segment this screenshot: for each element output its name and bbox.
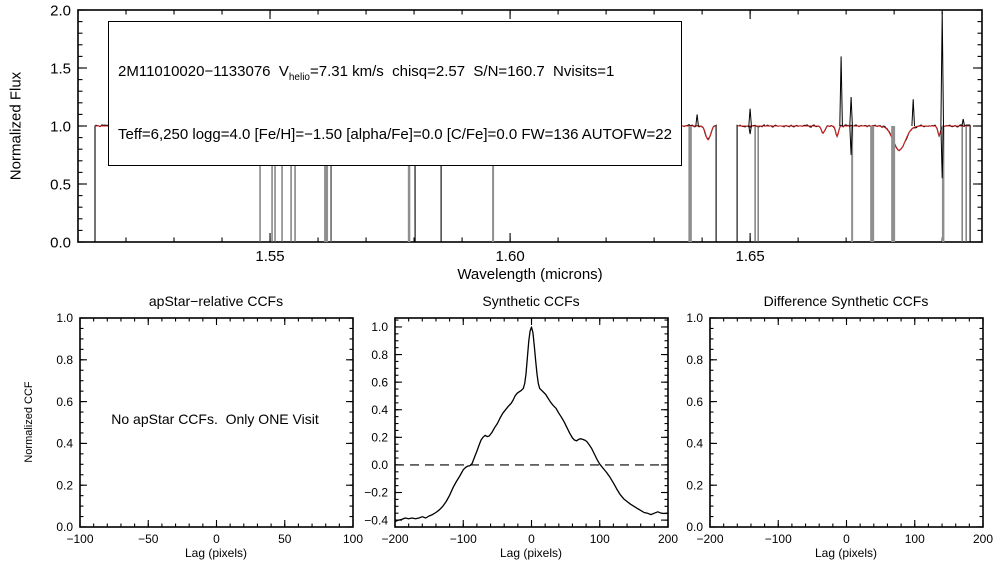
synthetic-ccf-traces xyxy=(394,326,669,523)
y-tick-label: 2.0 xyxy=(50,2,71,19)
y-tick-label: 0.8 xyxy=(686,353,703,367)
y-tick-label: 1.0 xyxy=(50,118,71,135)
x-tick-label: −200 xyxy=(696,532,723,546)
x-tick-label: 200 xyxy=(973,532,993,546)
x-tick-label: 1.60 xyxy=(495,248,524,265)
x-tick-label: −200 xyxy=(381,532,408,546)
emission-spike xyxy=(695,114,699,127)
apvisit-spectrum-axes: 1.55 1.60 1.65 0.0 0.5 1.0 1.5 2.0 xyxy=(50,2,983,265)
emission-spike xyxy=(849,96,853,127)
y-tick-label: 0.2 xyxy=(371,431,388,445)
y-tick-label: 0.6 xyxy=(371,375,388,389)
x-tick-label: 0 xyxy=(213,532,220,546)
absorption-spike xyxy=(940,125,944,179)
y-tick-label: 0.8 xyxy=(56,353,73,367)
apstar-ccf-panel-title: apStar−relative CCFs xyxy=(148,293,284,309)
x-tick-label: −50 xyxy=(138,532,159,546)
x-tick-label: 100 xyxy=(590,532,610,546)
vhelio-subscript: helio xyxy=(288,72,310,83)
x-tick-label: 50 xyxy=(278,532,292,546)
x-tick-label: 100 xyxy=(905,532,925,546)
apstar-ccf-x-axis-label: Lag (pixels) xyxy=(184,546,248,560)
y-tick-label: 0.2 xyxy=(56,478,73,492)
y-tick-label: 0.6 xyxy=(56,395,73,409)
x-tick-label: 1.55 xyxy=(255,248,284,265)
difference-ccf-panel-title: Difference Synthetic CCFs xyxy=(763,293,929,309)
y-tick-label: 0.0 xyxy=(686,520,703,534)
y-tick-label: 0.0 xyxy=(371,458,388,472)
y-tick-label: 0.0 xyxy=(50,234,71,251)
x-tick-label: 0 xyxy=(528,532,535,546)
difference-ccf-x-axis-label: Lag (pixels) xyxy=(814,546,878,560)
y-tick-label: 0.4 xyxy=(56,437,73,451)
no-apstar-ccf-message: No apStar CCFs. Only ONE Visit xyxy=(111,411,319,427)
spectrum-x-axis-label: Wavelength (microns) xyxy=(457,266,603,283)
y-tick-label: 0.0 xyxy=(56,520,73,534)
emission-spike xyxy=(940,12,944,127)
y-tick-label: 0.4 xyxy=(686,437,703,451)
emission-spike xyxy=(839,56,843,127)
y-tick-label: 0.4 xyxy=(371,403,388,417)
apstar-relative-ccf-axes: −100 −50 0 50 100 0.0 0.2 0.4 0.6 0.8 1.0 xyxy=(56,311,363,546)
y-tick-label: 1.0 xyxy=(371,320,388,334)
y-tick-label: −0.2 xyxy=(364,486,388,500)
x-tick-label: −100 xyxy=(765,532,792,546)
y-tick-label: 0.2 xyxy=(686,478,703,492)
y-tick-label: 1.0 xyxy=(56,311,73,325)
y-tick-label: 1.0 xyxy=(686,311,703,325)
ccf-y-axis-label: Normalized CCF xyxy=(23,381,35,463)
y-tick-label: 0.8 xyxy=(371,348,388,362)
annotation-line-2: Teff=6,250 logg=4.0 [Fe/H]=−1.50 [alpha/… xyxy=(118,126,672,143)
difference-synthetic-ccf-axes: −200 −100 0 100 200 0.0 0.2 0.4 0.6 0.8 1.0 xyxy=(686,311,993,546)
y-tick-label: 0.5 xyxy=(50,176,71,193)
ccf-curve xyxy=(394,326,669,523)
emission-spike xyxy=(961,118,965,127)
x-tick-label: 0 xyxy=(843,532,850,546)
observed-spectrum-line xyxy=(736,124,971,242)
emission-spike xyxy=(748,108,752,127)
synthetic-ccf-axes: −200 −100 0 100 200 −0.4 −0.2 0.0 0.2 0.4 0.6 0.8 1.… xyxy=(364,317,678,546)
emission-spike xyxy=(911,99,915,127)
x-tick-label: 1.65 xyxy=(736,248,765,265)
annotation-line-1: 2M11010020−1133076 Vhelio=7.31 km/s chis… xyxy=(118,63,615,83)
y-tick-label: −0.4 xyxy=(364,513,388,527)
x-tick-label: 100 xyxy=(343,532,363,546)
fit-parameters-annotation-box: 2M11010020−1133076 Vhelio=7.31 km/s chis… xyxy=(108,21,682,166)
synthetic-ccf-x-axis-label: Lag (pixels) xyxy=(499,546,563,560)
best-fit-model-line xyxy=(737,125,971,151)
x-tick-label: −100 xyxy=(450,532,477,546)
absorption-spike xyxy=(748,125,752,135)
x-tick-label: 200 xyxy=(658,532,678,546)
absorption-spike xyxy=(849,125,853,156)
x-tick-label: −100 xyxy=(66,532,93,546)
y-tick-label: 1.5 xyxy=(50,60,71,77)
spectrum-y-axis-label: Normalized Flux xyxy=(7,71,25,181)
synthetic-ccf-panel-title: Synthetic CCFs xyxy=(482,293,580,309)
y-tick-label: 0.6 xyxy=(686,395,703,409)
